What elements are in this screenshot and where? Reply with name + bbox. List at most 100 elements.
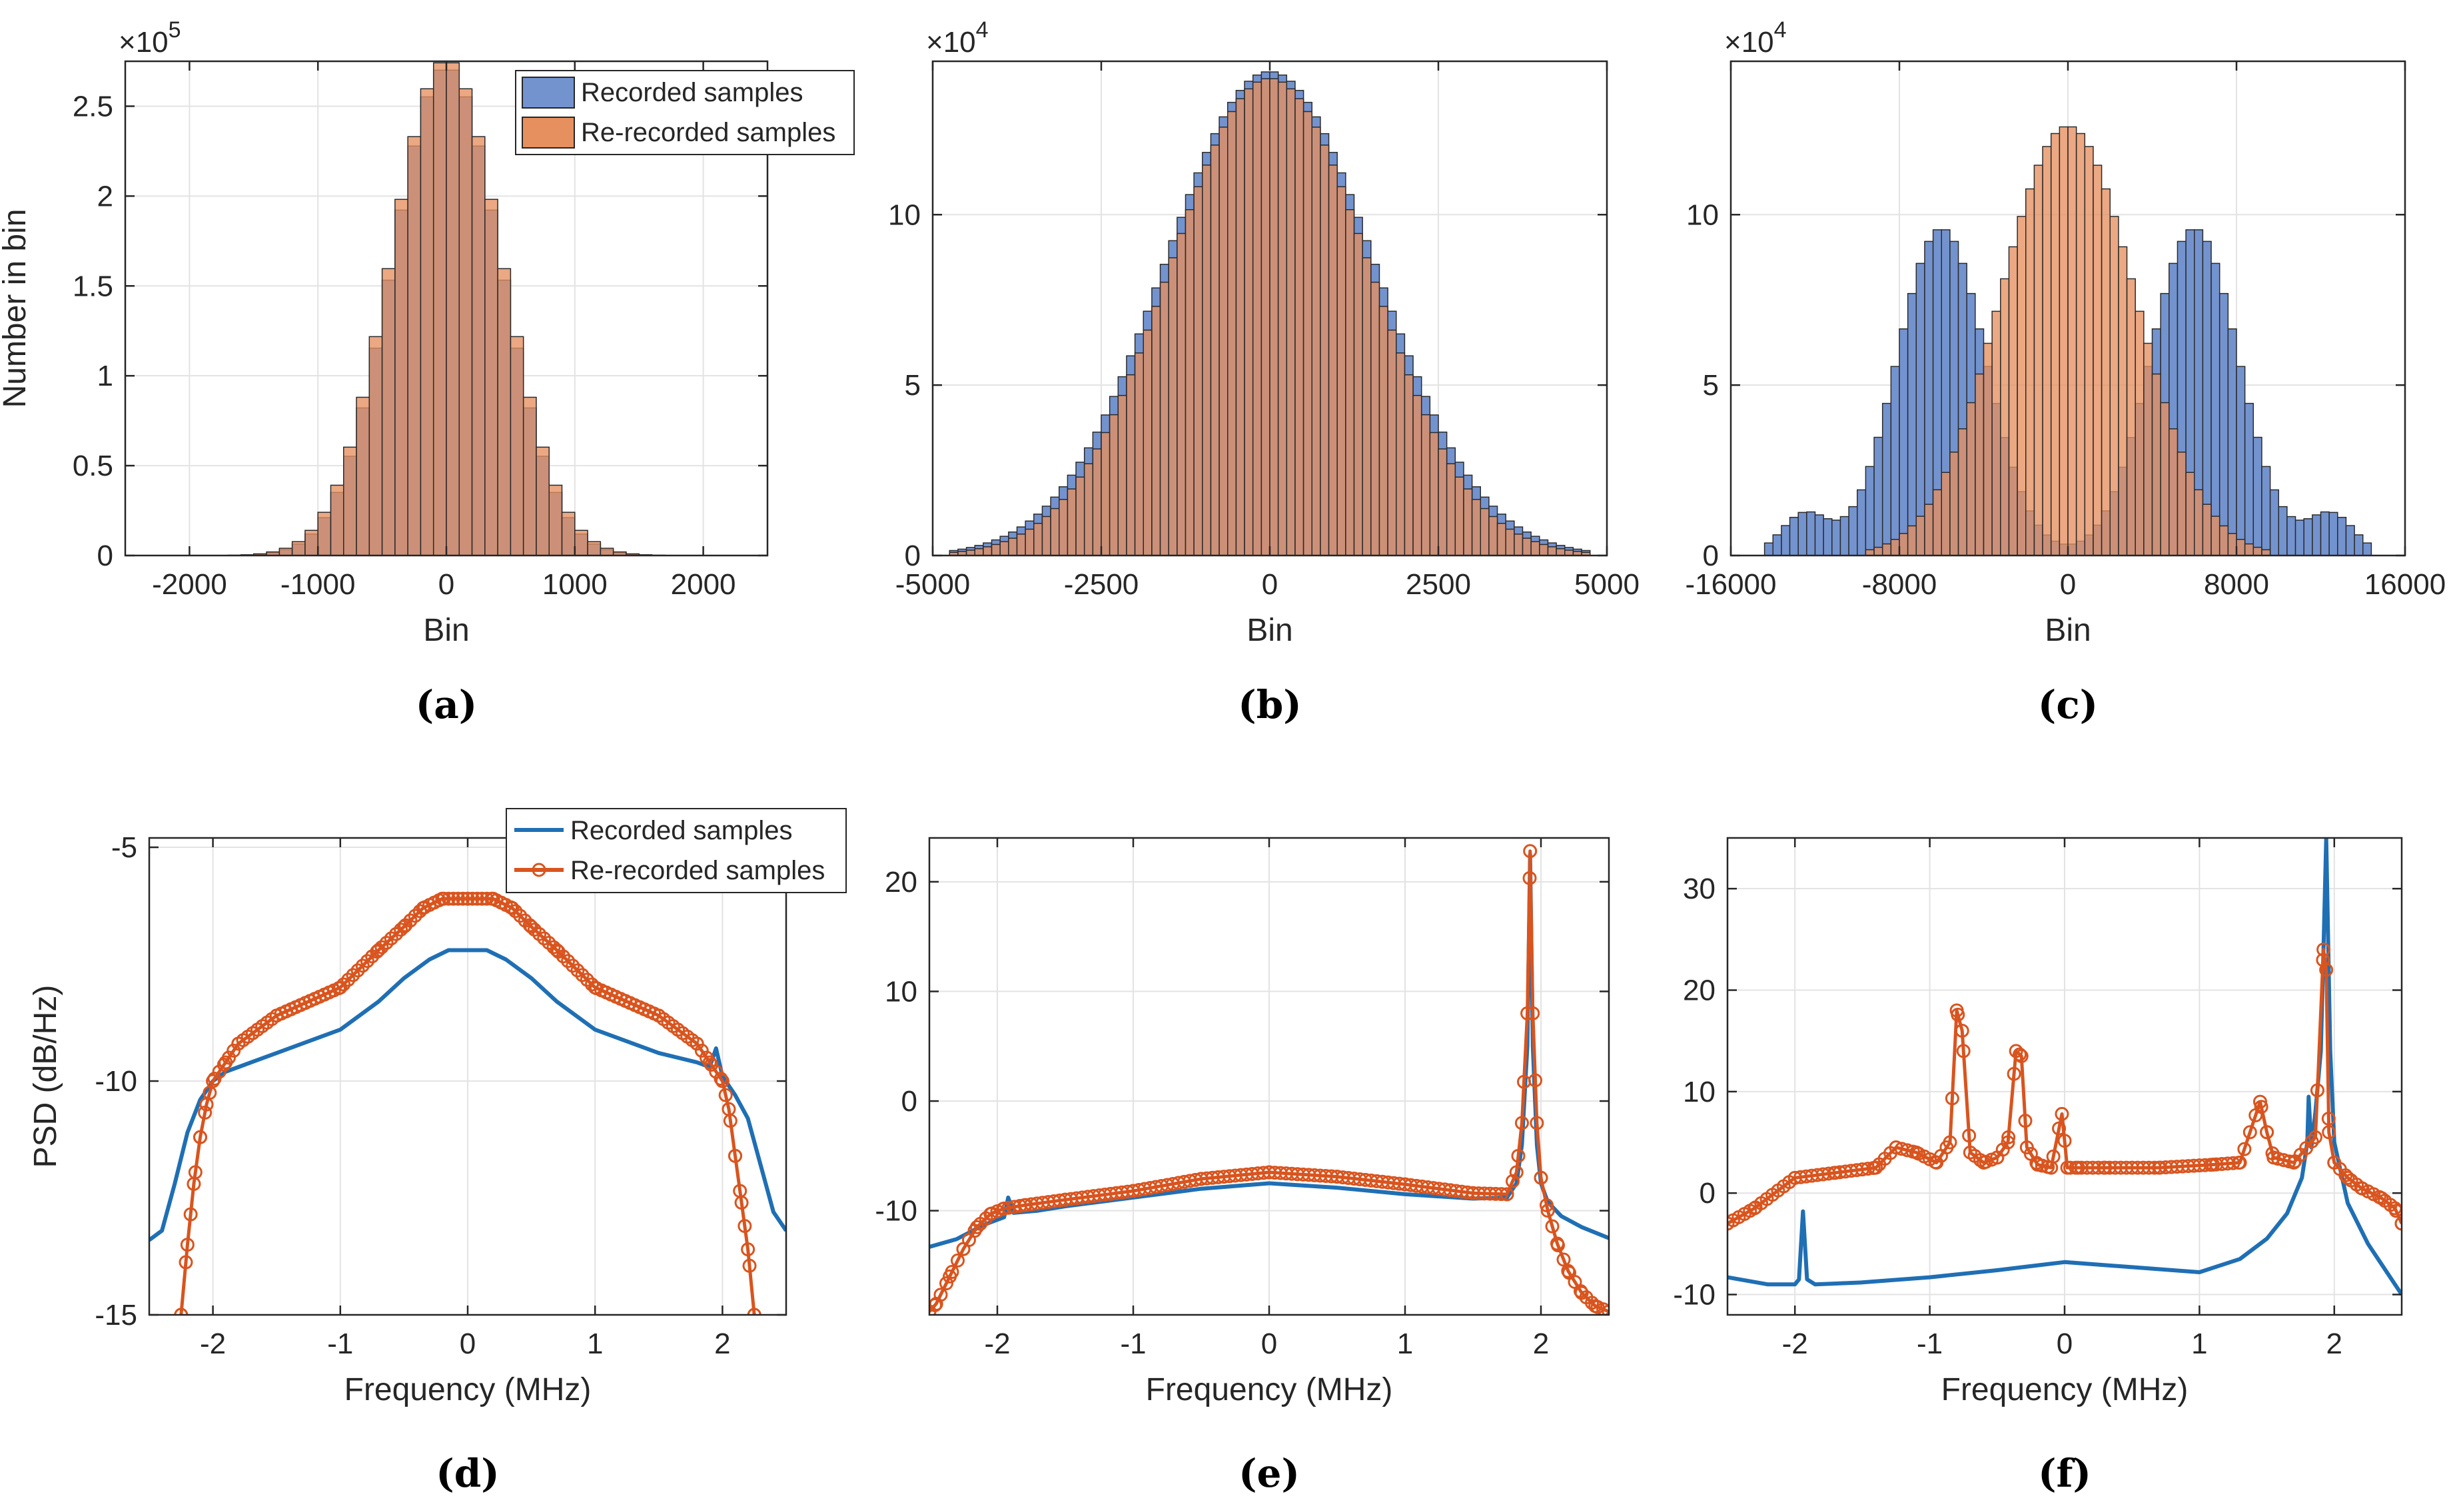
marker-rerecorded bbox=[2316, 952, 2330, 967]
bar-rerecorded bbox=[1966, 402, 1976, 556]
bar-rerecorded bbox=[368, 336, 383, 556]
x-tick-label: -2 bbox=[984, 1327, 1010, 1360]
y-tick-label: 10 bbox=[885, 975, 917, 1008]
y-tick-label: -15 bbox=[95, 1299, 137, 1331]
marker-rerecorded bbox=[513, 909, 528, 923]
marker-rerecorded bbox=[2237, 1142, 2252, 1156]
point-rerecorded bbox=[728, 1148, 743, 1163]
marker-rerecorded bbox=[198, 1105, 213, 1120]
marker-rerecorded bbox=[1506, 1174, 1520, 1188]
point-rerecorded bbox=[1509, 1165, 1524, 1180]
x-tick-label: 0 bbox=[1261, 1327, 1277, 1360]
x-ticks: -2 -1 0 1 2 bbox=[200, 838, 731, 1360]
point-rerecorded bbox=[2152, 1160, 2167, 1175]
bar-rerecorded bbox=[1302, 111, 1312, 556]
series-rerecorded bbox=[1865, 126, 2271, 556]
point-rerecorded bbox=[2260, 1125, 2274, 1140]
bar-rerecorded bbox=[446, 62, 460, 556]
point-rerecorded bbox=[690, 1036, 704, 1051]
bar-rerecorded bbox=[2093, 165, 2103, 556]
bar-rerecorded bbox=[1471, 499, 1482, 556]
marker-rerecorded bbox=[2001, 1130, 2016, 1144]
point-rerecorded bbox=[1540, 1204, 1555, 1218]
legend-entry-recorded: Recorded samples bbox=[514, 816, 793, 845]
bar-rerecorded bbox=[2017, 216, 2027, 556]
x-tick-label: 1 bbox=[587, 1327, 603, 1360]
point-rerecorded bbox=[1977, 1155, 1991, 1170]
x-ticks: -16000 -8000 0 8000 16000 bbox=[1685, 61, 2446, 601]
bar-rerecorded bbox=[1873, 546, 1883, 556]
panel-a-histogram: -2000 -1000 0 1000 2000 0 0.5 1 1.5 2 2.5 Bin Number… bbox=[0, 17, 855, 727]
bar-rerecorded bbox=[2101, 188, 2111, 556]
marker-rerecorded bbox=[480, 891, 494, 906]
point-rerecorded bbox=[206, 1074, 221, 1088]
marker-rerecorded bbox=[2304, 1134, 2319, 1149]
x-tick-label: -5000 bbox=[895, 568, 971, 601]
x-tick-label: -16000 bbox=[1685, 568, 1776, 601]
bar-recorded bbox=[2328, 512, 2338, 556]
bar-rerecorded bbox=[1429, 432, 1439, 556]
marker-rerecorded bbox=[183, 1207, 198, 1222]
bar-rerecorded bbox=[1067, 488, 1077, 556]
x-axis-label: Frequency (MHz) bbox=[1941, 1372, 2189, 1407]
bar-rerecorded bbox=[1210, 145, 1220, 556]
bar-recorded bbox=[1873, 436, 1883, 556]
bar-rerecorded bbox=[497, 268, 512, 556]
y-tick-label: 0 bbox=[1700, 1177, 1716, 1210]
bar-rerecorded bbox=[1252, 81, 1262, 556]
marker-rerecorded bbox=[1511, 1148, 1526, 1163]
x-axis-label: Frequency (MHz) bbox=[344, 1372, 592, 1407]
marker-rerecorded bbox=[2242, 1125, 2257, 1140]
legend-label: Re-recorded samples bbox=[570, 856, 825, 885]
point-rerecorded bbox=[2327, 1155, 2342, 1170]
marker-rerecorded bbox=[398, 918, 413, 933]
panel-caption: (b) bbox=[1238, 682, 1301, 727]
y-ticks: 0 5 10 bbox=[888, 198, 1607, 572]
marker-rerecorded bbox=[2013, 1047, 2027, 1062]
marker-rerecorded bbox=[704, 1057, 719, 1072]
bar-rerecorded bbox=[2169, 428, 2179, 556]
axis-exponent-power: 4 bbox=[1774, 17, 1787, 43]
y-tick-label: -10 bbox=[1673, 1279, 1716, 1312]
point-rerecorded bbox=[219, 1055, 233, 1070]
bar-recorded bbox=[2320, 511, 2330, 556]
marker-rerecorded bbox=[360, 954, 374, 968]
bar-recorded bbox=[1806, 511, 1816, 556]
marker-rerecorded bbox=[456, 891, 470, 906]
bar-rerecorded bbox=[1016, 534, 1026, 556]
marker-rerecorded bbox=[470, 891, 484, 906]
bar-rerecorded bbox=[2211, 516, 2220, 556]
bar-rerecorded bbox=[2261, 549, 2271, 556]
bar-rerecorded bbox=[2050, 133, 2061, 556]
bar-rerecorded bbox=[1235, 98, 1245, 556]
marker-rerecorded bbox=[1556, 1252, 1571, 1267]
marker-rerecorded bbox=[2007, 1066, 2021, 1081]
point-rerecorded bbox=[2374, 1191, 2389, 1206]
plot-marks bbox=[1727, 838, 2402, 1296]
point-rerecorded bbox=[1330, 1170, 1344, 1184]
bar-recorded bbox=[1907, 292, 1917, 556]
bar-rerecorded bbox=[1404, 374, 1414, 556]
bar-rerecorded bbox=[2000, 278, 2010, 556]
point-rerecorded bbox=[1574, 1286, 1589, 1300]
marker-rerecorded bbox=[212, 1064, 227, 1079]
bar-rerecorded bbox=[2084, 146, 2094, 556]
x-tick-label: -1 bbox=[1917, 1327, 1943, 1360]
y-tick-label: 0 bbox=[97, 540, 113, 572]
point-rerecorded bbox=[722, 1102, 736, 1116]
bar-recorded bbox=[1857, 489, 1867, 556]
axis-exponent: ×105 bbox=[119, 17, 181, 59]
y-ticks: -10 0 10 20 30 bbox=[1673, 873, 2402, 1312]
marker-rerecorded bbox=[709, 1064, 724, 1079]
bar-rerecorded bbox=[471, 136, 486, 556]
point-rerecorded bbox=[1787, 1170, 1802, 1185]
bar-recorded bbox=[2294, 520, 2304, 556]
x-tick-label: -8000 bbox=[1862, 568, 1937, 601]
point-rerecorded bbox=[1058, 1192, 1073, 1207]
bar-rerecorded bbox=[291, 541, 306, 556]
bar-rerecorded bbox=[1286, 88, 1296, 556]
point-rerecorded bbox=[956, 1242, 971, 1256]
point-rerecorded bbox=[1747, 1201, 1761, 1216]
bar-recorded bbox=[2227, 328, 2237, 556]
